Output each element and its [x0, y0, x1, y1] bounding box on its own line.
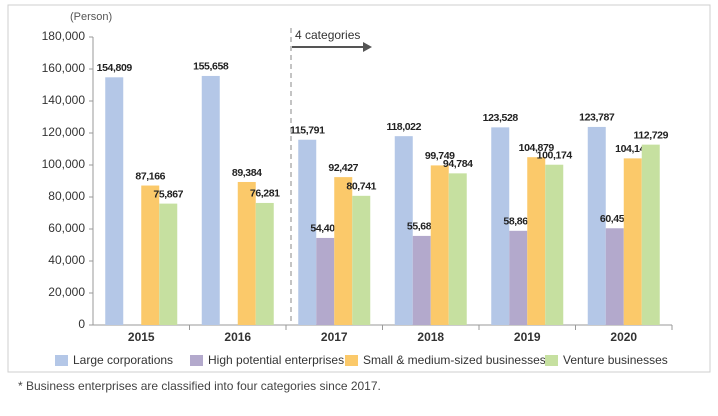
value-label: 89,384 — [232, 167, 262, 179]
legend-label: Large corporations — [73, 353, 173, 367]
bar — [448, 173, 467, 325]
footnote: * Business enterprises are classified in… — [18, 379, 381, 393]
legend-label: High potential enterprises — [208, 353, 344, 367]
bar — [412, 235, 431, 325]
y-tick-label: 0 — [78, 317, 85, 331]
value-label: 123,528 — [483, 112, 519, 124]
bar — [237, 181, 256, 325]
value-label: 115,791 — [290, 125, 325, 137]
value-label: 58,867 — [503, 216, 533, 228]
value-label: 87,166 — [135, 170, 165, 182]
y-tick-label: 120,000 — [42, 125, 86, 139]
value-label: 92,427 — [328, 162, 358, 174]
value-label: 100,174 — [537, 150, 573, 162]
value-label: 76,281 — [250, 188, 280, 200]
unit-label: (Person) — [70, 11, 112, 23]
value-label: 104,879 — [519, 142, 555, 154]
bar — [334, 177, 353, 325]
bar — [159, 203, 178, 325]
bar — [623, 158, 642, 325]
x-tick-label: 2017 — [321, 330, 348, 344]
bar — [298, 139, 317, 325]
value-label: 75,867 — [153, 188, 183, 200]
bar — [394, 136, 413, 325]
bar — [605, 228, 624, 325]
bar — [430, 165, 449, 325]
value-label: 60,459 — [600, 213, 630, 225]
annotation: 4 categories — [295, 28, 360, 42]
value-label: 94,784 — [443, 158, 473, 170]
value-label: 123,787 — [579, 112, 615, 124]
x-tick-label: 2020 — [610, 330, 637, 344]
x-tick-label: 2018 — [417, 330, 444, 344]
bar — [352, 195, 371, 325]
y-tick-label: 180,000 — [42, 29, 86, 43]
bar — [587, 126, 606, 326]
y-tick-label: 160,000 — [42, 61, 86, 75]
bar — [105, 77, 124, 325]
bar — [527, 157, 546, 325]
arrow-head — [363, 42, 372, 52]
legend-swatch — [55, 355, 68, 366]
x-tick-label: 2019 — [514, 330, 541, 344]
value-label: 55,683 — [407, 221, 437, 233]
bar — [641, 144, 660, 325]
bar — [509, 230, 528, 325]
y-tick-label: 140,000 — [42, 93, 86, 107]
value-label: 154,809 — [97, 62, 133, 74]
legend-swatch — [190, 355, 203, 366]
bar — [141, 185, 160, 325]
value-label: 155,658 — [193, 61, 229, 73]
value-label: 118,022 — [386, 121, 421, 133]
x-tick-label: 2015 — [128, 330, 155, 344]
bar — [316, 237, 335, 325]
y-tick-label: 80,000 — [48, 189, 85, 203]
legend-label: Venture businesses — [563, 353, 668, 367]
x-tick-label: 2016 — [224, 330, 251, 344]
y-tick-label: 60,000 — [48, 221, 85, 235]
legend-swatch — [345, 355, 358, 366]
bar — [255, 202, 274, 325]
bar — [201, 75, 220, 325]
y-tick-label: 40,000 — [48, 253, 85, 267]
value-label: 112,729 — [633, 129, 668, 141]
value-label: 54,408 — [310, 223, 340, 235]
y-tick-label: 100,000 — [42, 157, 86, 171]
bar — [545, 164, 564, 325]
legend-swatch — [545, 355, 558, 366]
value-label: 99,749 — [425, 150, 455, 162]
y-tick-label: 20,000 — [48, 285, 85, 299]
legend-label: Small & medium-sized businesses — [363, 353, 546, 367]
bar — [491, 127, 510, 326]
value-label: 80,741 — [346, 181, 376, 193]
chart-frame — [7, 4, 711, 373]
